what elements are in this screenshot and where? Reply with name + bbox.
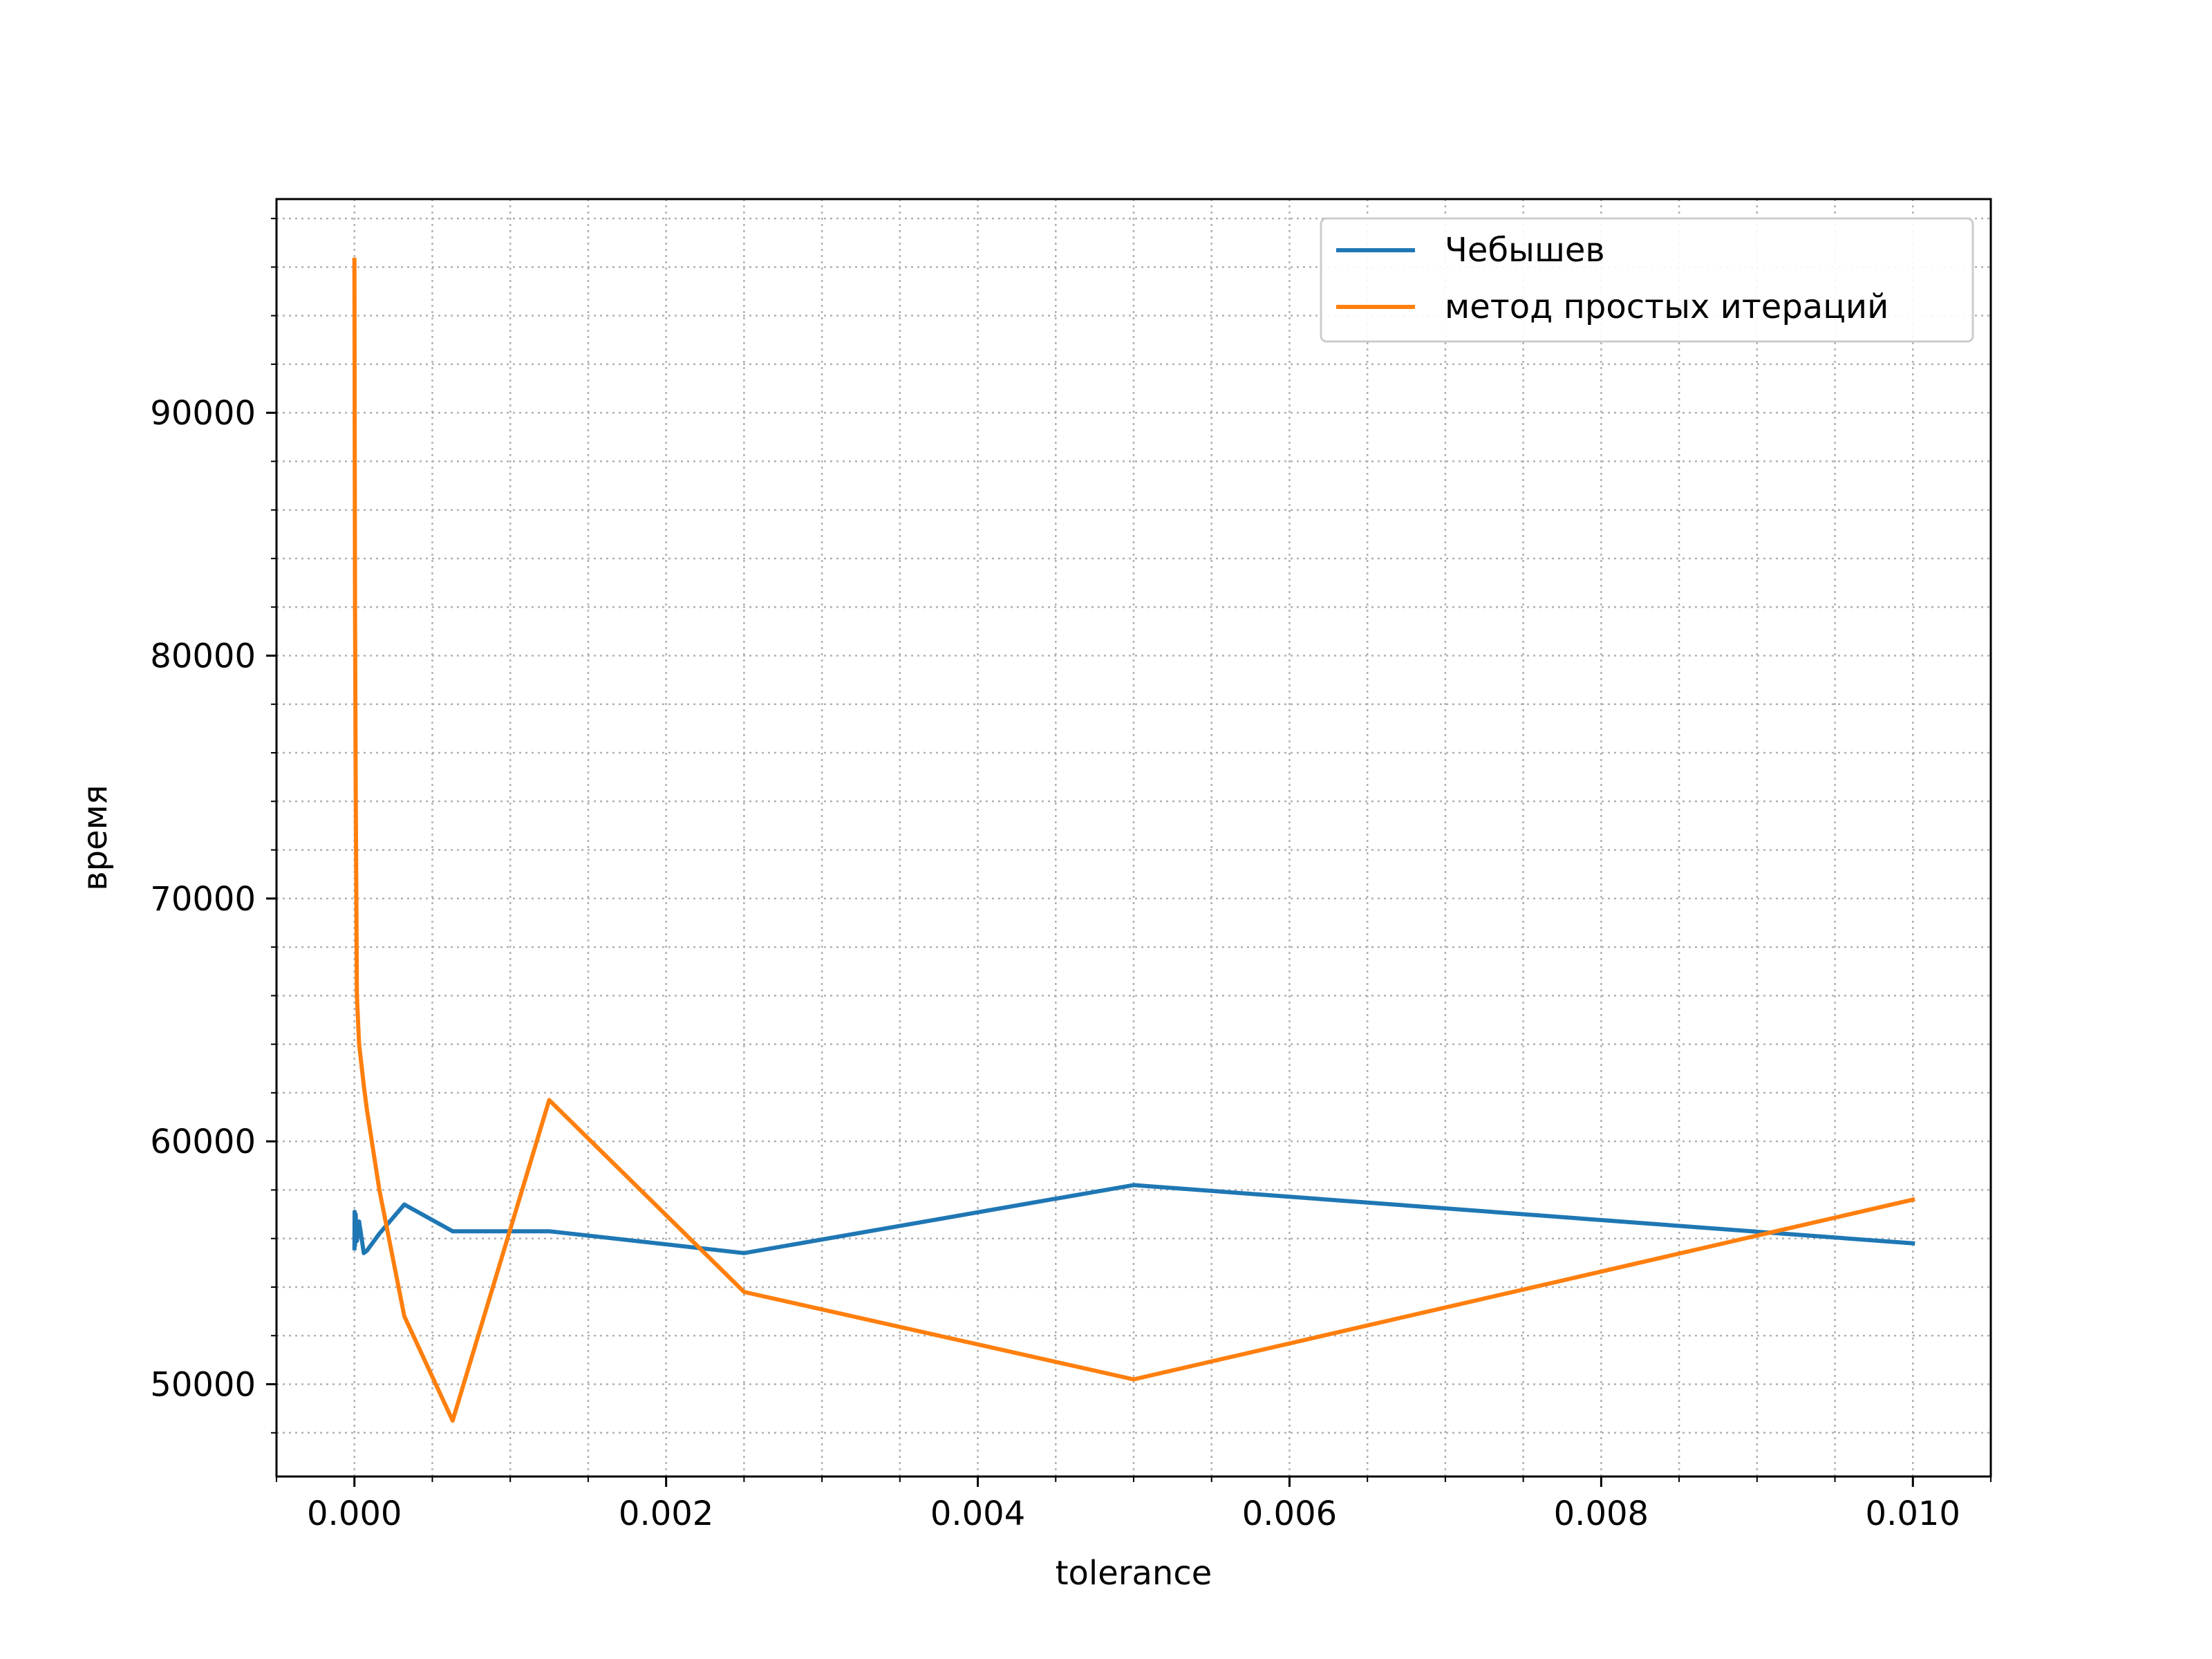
series-line-chebyshev (352, 1183, 1915, 1255)
legend: Чебышев метод простых итераций (1320, 217, 1974, 343)
x-axis-label: tolerance (1056, 1554, 1212, 1593)
legend-label-simple-iteration: метод простых итераций (1445, 288, 1888, 326)
y-tick-label: 60000 (150, 1123, 256, 1161)
y-tick-label: 70000 (150, 880, 256, 919)
series-line-simple-iteration (352, 257, 1915, 1423)
y-tick-label: 90000 (150, 394, 256, 433)
x-tick-label: 0.010 (1866, 1494, 1960, 1533)
ticks: 0.000 0.002 0.004 0.006 0.008 0.010 50000 60000… (150, 218, 1991, 1533)
y-tick-label: 80000 (150, 637, 256, 676)
legend-label-chebyshev: Чебышев (1445, 231, 1605, 270)
grid (275, 199, 1992, 1477)
x-tick-label: 0.008 (1554, 1494, 1649, 1533)
x-tick-label: 0.006 (1242, 1494, 1337, 1533)
x-tick-label: 0.002 (619, 1494, 713, 1533)
legend-frame (1320, 217, 1974, 343)
plot-area (276, 199, 1991, 1477)
series-layer (352, 257, 1915, 1423)
x-tick-label: 0.004 (930, 1494, 1025, 1533)
y-tick-label: 50000 (150, 1365, 256, 1404)
x-tick-label: 0.000 (307, 1494, 402, 1533)
y-axis-label: время (76, 785, 115, 890)
